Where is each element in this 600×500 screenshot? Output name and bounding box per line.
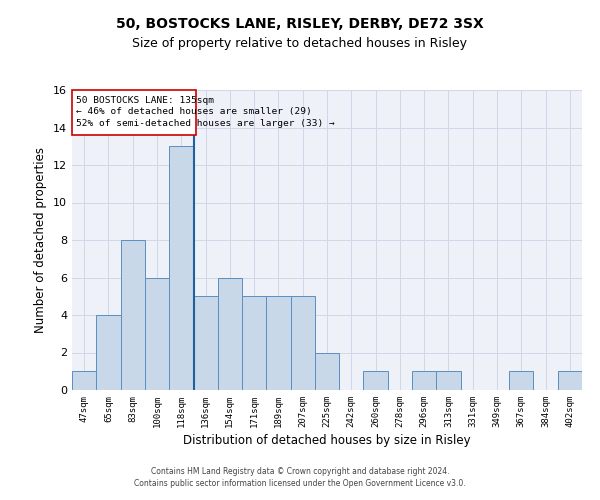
Bar	[266, 296, 290, 390]
Bar	[218, 278, 242, 390]
Bar	[96, 315, 121, 390]
Y-axis label: Number of detached properties: Number of detached properties	[34, 147, 47, 333]
Bar	[412, 371, 436, 390]
FancyBboxPatch shape	[72, 90, 196, 135]
Bar	[558, 371, 582, 390]
Bar	[121, 240, 145, 390]
Bar	[509, 371, 533, 390]
Bar	[315, 352, 339, 390]
Bar	[169, 146, 193, 390]
Text: 50 BOSTOCKS LANE: 135sqm: 50 BOSTOCKS LANE: 135sqm	[76, 96, 214, 105]
Text: 50, BOSTOCKS LANE, RISLEY, DERBY, DE72 3SX: 50, BOSTOCKS LANE, RISLEY, DERBY, DE72 3…	[116, 18, 484, 32]
X-axis label: Distribution of detached houses by size in Risley: Distribution of detached houses by size …	[183, 434, 471, 447]
Bar	[436, 371, 461, 390]
Text: 52% of semi-detached houses are larger (33) →: 52% of semi-detached houses are larger (…	[76, 119, 334, 128]
Bar	[364, 371, 388, 390]
Text: Contains public sector information licensed under the Open Government Licence v3: Contains public sector information licen…	[134, 478, 466, 488]
Text: Size of property relative to detached houses in Risley: Size of property relative to detached ho…	[133, 38, 467, 51]
Bar	[145, 278, 169, 390]
Text: ← 46% of detached houses are smaller (29): ← 46% of detached houses are smaller (29…	[76, 107, 311, 116]
Bar	[290, 296, 315, 390]
Bar	[193, 296, 218, 390]
Text: Contains HM Land Registry data © Crown copyright and database right 2024.: Contains HM Land Registry data © Crown c…	[151, 467, 449, 476]
Bar	[242, 296, 266, 390]
Bar	[72, 371, 96, 390]
